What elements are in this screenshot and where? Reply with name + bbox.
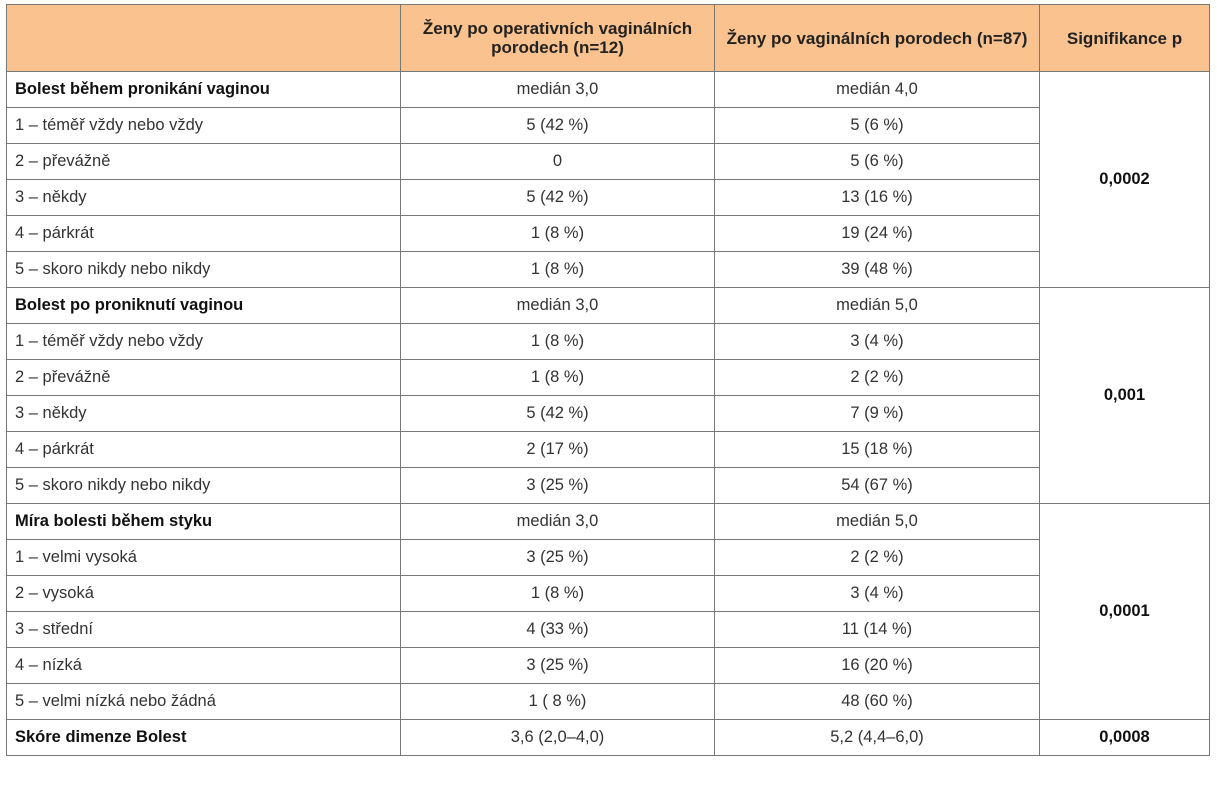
table-row: 3 – střední 4 (33 %) 11 (14 %) xyxy=(6,611,1210,648)
row-vaginal: 5 (6 %) xyxy=(714,107,1040,144)
row-label: 4 – párkrát xyxy=(6,431,401,468)
row-vaginal: 2 (2 %) xyxy=(714,539,1040,576)
row-label: 2 – převážně xyxy=(6,359,401,396)
group-median-operative: medián 3,0 xyxy=(400,503,715,540)
table-row: 2 – převážně 1 (8 %) 2 (2 %) xyxy=(6,359,1210,396)
row-operative: 0 xyxy=(400,143,715,180)
row-label: 4 – párkrát xyxy=(6,215,401,252)
row-label: 4 – nízká xyxy=(6,647,401,684)
group-p-value: 0,0002 xyxy=(1039,71,1210,288)
row-operative: 1 (8 %) xyxy=(400,359,715,396)
row-label: 2 – vysoká xyxy=(6,575,401,612)
row-vaginal: 13 (16 %) xyxy=(714,179,1040,216)
group-title-row: Míra bolesti během styku medián 3,0 medi… xyxy=(6,503,1210,720)
row-label: 3 – někdy xyxy=(6,395,401,432)
row-vaginal: 11 (14 %) xyxy=(714,611,1040,648)
group-title-row: Bolest během pronikání vaginou medián 3,… xyxy=(6,71,1210,288)
table-row: 1 – velmi vysoká 3 (25 %) 2 (2 %) xyxy=(6,539,1210,576)
header-category xyxy=(6,4,401,72)
row-label: 1 – téměř vždy nebo vždy xyxy=(6,323,401,360)
table-row: 4 – párkrát 2 (17 %) 15 (18 %) xyxy=(6,431,1210,468)
row-vaginal: 39 (48 %) xyxy=(714,251,1040,288)
row-label: 3 – někdy xyxy=(6,179,401,216)
row-label: 2 – převážně xyxy=(6,143,401,180)
row-vaginal: 5 (6 %) xyxy=(714,143,1040,180)
row-operative: 4 (33 %) xyxy=(400,611,715,648)
table-row: 5 – velmi nízká nebo žádná 1 ( 8 %) 48 (… xyxy=(6,683,1210,720)
row-vaginal: 19 (24 %) xyxy=(714,215,1040,252)
row-label: 3 – střední xyxy=(6,611,401,648)
table-row: 2 – vysoká 1 (8 %) 3 (4 %) xyxy=(6,575,1210,612)
group-title: Bolest po proniknutí vaginou xyxy=(6,287,401,324)
group-median-operative: medián 3,0 xyxy=(400,287,715,324)
group-title-row: Bolest po proniknutí vaginou medián 3,0 … xyxy=(6,287,1210,504)
row-vaginal: 7 (9 %) xyxy=(714,395,1040,432)
group-p-value: 0,0001 xyxy=(1039,503,1210,720)
row-vaginal: 16 (20 %) xyxy=(714,647,1040,684)
row-label: 5 – skoro nikdy nebo nikdy xyxy=(6,251,401,288)
row-operative: 5 (42 %) xyxy=(400,395,715,432)
table-row: 4 – párkrát 1 (8 %) 19 (24 %) xyxy=(6,215,1210,252)
table-row: 5 – skoro nikdy nebo nikdy 3 (25 %) 54 (… xyxy=(6,467,1210,504)
group-median-vaginal: medián 4,0 xyxy=(714,71,1040,108)
row-operative: 5 (42 %) xyxy=(400,179,715,216)
group-title: Bolest během pronikání vaginou xyxy=(6,71,401,108)
header-vaginal-births: Ženy po vaginálních porodech (n=87) xyxy=(714,4,1040,72)
summary-vaginal: 5,2 (4,4–6,0) xyxy=(714,719,1040,756)
row-operative: 2 (17 %) xyxy=(400,431,715,468)
row-vaginal: 48 (60 %) xyxy=(714,683,1040,720)
group-p-value: 0,001 xyxy=(1039,287,1210,504)
group-median-vaginal: medián 5,0 xyxy=(714,503,1040,540)
summary-p-value: 0,0008 xyxy=(1039,719,1210,756)
header-operative-births: Ženy po operativních vaginálních porodec… xyxy=(400,4,715,72)
row-label: 1 – velmi vysoká xyxy=(6,539,401,576)
row-label: 5 – skoro nikdy nebo nikdy xyxy=(6,467,401,504)
row-operative: 3 (25 %) xyxy=(400,467,715,504)
table-row: 5 – skoro nikdy nebo nikdy 1 (8 %) 39 (4… xyxy=(6,251,1210,288)
row-vaginal: 2 (2 %) xyxy=(714,359,1040,396)
row-label: 1 – téměř vždy nebo vždy xyxy=(6,107,401,144)
row-vaginal: 54 (67 %) xyxy=(714,467,1040,504)
row-vaginal: 3 (4 %) xyxy=(714,575,1040,612)
summary-title: Skóre dimenze Bolest xyxy=(6,719,401,756)
row-vaginal: 15 (18 %) xyxy=(714,431,1040,468)
table-row: 4 – nízká 3 (25 %) 16 (20 %) xyxy=(6,647,1210,684)
table-row: 3 – někdy 5 (42 %) 13 (16 %) xyxy=(6,179,1210,216)
row-operative: 1 ( 8 %) xyxy=(400,683,715,720)
results-table: Ženy po operativních vaginálních porodec… xyxy=(6,4,1210,756)
row-label: 5 – velmi nízká nebo žádná xyxy=(6,683,401,720)
row-operative: 3 (25 %) xyxy=(400,647,715,684)
table-row: 2 – převážně 0 5 (6 %) xyxy=(6,143,1210,180)
table-row: 3 – někdy 5 (42 %) 7 (9 %) xyxy=(6,395,1210,432)
row-operative: 1 (8 %) xyxy=(400,575,715,612)
group-median-operative: medián 3,0 xyxy=(400,71,715,108)
row-operative: 3 (25 %) xyxy=(400,539,715,576)
row-operative: 1 (8 %) xyxy=(400,251,715,288)
row-vaginal: 3 (4 %) xyxy=(714,323,1040,360)
summary-row: Skóre dimenze Bolest 3,6 (2,0–4,0) 5,2 (… xyxy=(6,719,1210,756)
row-operative: 1 (8 %) xyxy=(400,323,715,360)
group-median-vaginal: medián 5,0 xyxy=(714,287,1040,324)
header-significance: Signifikance p xyxy=(1039,4,1210,72)
row-operative: 5 (42 %) xyxy=(400,107,715,144)
header-row: Ženy po operativních vaginálních porodec… xyxy=(6,4,1210,72)
table-row: 1 – téměř vždy nebo vždy 5 (42 %) 5 (6 %… xyxy=(6,107,1210,144)
summary-operative: 3,6 (2,0–4,0) xyxy=(400,719,715,756)
group-title: Míra bolesti během styku xyxy=(6,503,401,540)
row-operative: 1 (8 %) xyxy=(400,215,715,252)
table-row: 1 – téměř vždy nebo vždy 1 (8 %) 3 (4 %) xyxy=(6,323,1210,360)
table-body: Bolest během pronikání vaginou medián 3,… xyxy=(6,71,1210,756)
